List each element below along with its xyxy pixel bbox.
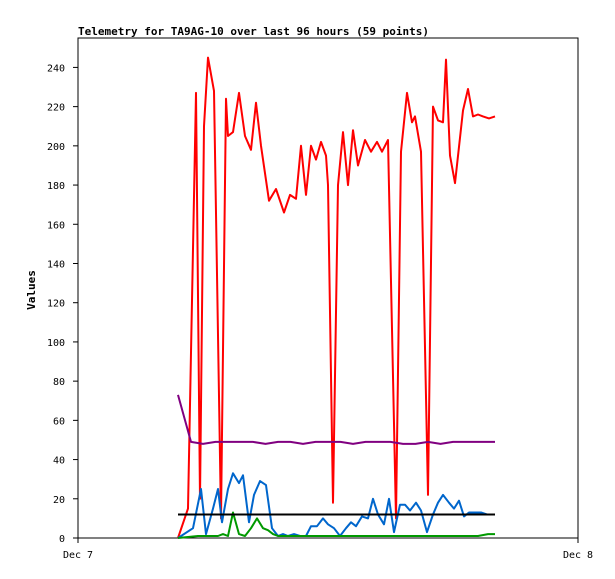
series-line-1	[177, 56, 496, 539]
series-line-4	[177, 511, 495, 539]
y-tick-label: 20	[53, 495, 65, 506]
y-axis-ticks: 0 20 40 60 80 100 120 140 160 180 200 220 240	[47, 63, 78, 545]
y-tick-label: 60	[53, 416, 65, 427]
y-tick-label: 40	[53, 456, 65, 467]
y-tick-label: 240	[47, 63, 65, 74]
y-tick-label: 100	[47, 338, 65, 349]
y-tick-label: 80	[53, 377, 65, 388]
y-tick-label: 180	[47, 181, 65, 192]
y-axis-label: Values	[25, 270, 38, 310]
x-tick-label: Dec 7	[63, 550, 93, 561]
y-tick-label: 120	[47, 299, 65, 310]
y-tick-label: 0	[59, 534, 65, 545]
series-layer	[177, 56, 496, 539]
plot-frame	[77, 37, 579, 539]
y-tick-label: 220	[47, 103, 65, 114]
x-axis-ticks: Dec 7 Dec 8	[63, 538, 593, 561]
series-line-3	[177, 472, 495, 539]
series-line-2	[177, 394, 495, 445]
y-tick-label: 200	[47, 142, 65, 153]
x-tick-label: Dec 8	[563, 550, 593, 561]
y-tick-label: 140	[47, 259, 65, 270]
chart-title: Telemetry for TA9AG-10 over last 96 hour…	[78, 25, 429, 38]
y-tick-label: 160	[47, 220, 65, 231]
